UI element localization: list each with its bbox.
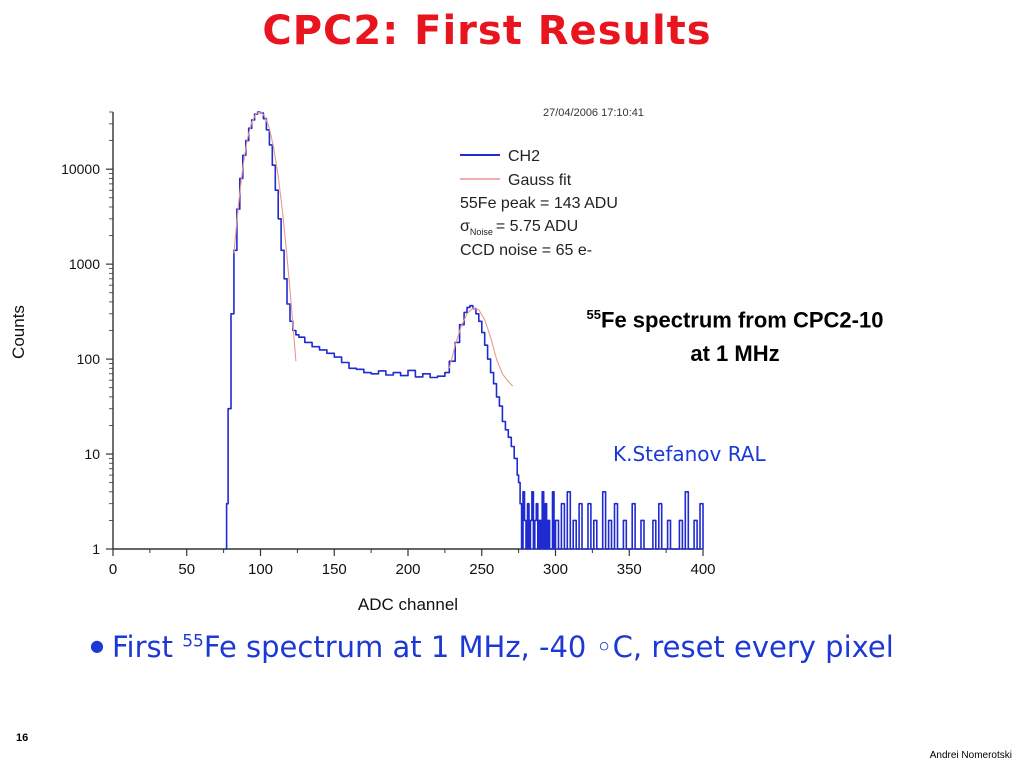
chart-timestamp: 27/04/2006 17:10:41 (543, 107, 644, 119)
x-axis-label: ADC channel (358, 595, 458, 614)
bullet-text: Fe spectrum at 1 MHz, -40 ◦C, reset ever… (203, 630, 894, 664)
bullet-dot-icon: ● (90, 636, 104, 655)
x-tick-label: 50 (178, 561, 195, 578)
sigma-value: = 5.75 ADU (496, 218, 578, 235)
legend-label-gauss-fit: Gauss fit (508, 172, 572, 189)
y-axis-label: Counts (9, 305, 28, 359)
bullet-point: ● First 55Fe spectrum at 1 MHz, -40 ◦C, r… (90, 630, 894, 664)
sigma-symbol: σ (460, 218, 470, 235)
x-tick-label: 100 (248, 561, 273, 578)
chart-axes: 0 50 100 150 200 250 300 350 400 1 10 100 1000 10000 (61, 111, 716, 578)
page-number: 16 (16, 732, 29, 744)
caption-line-1: 55Fe spectrum from CPC2-10 (520, 298, 950, 337)
chart-series (225, 111, 704, 550)
spectrum-chart: 0 50 100 150 200 250 300 350 400110100100010000 … (9, 107, 716, 614)
credit-text: K.Stefanov RAL (613, 442, 766, 466)
legend-label-ch2: CH2 (508, 148, 540, 165)
x-tick-label: 0 (109, 561, 117, 578)
bullet-prefix: First (111, 630, 183, 664)
annotation-ccd-noise: CCD noise = 65 e- (460, 242, 592, 259)
annotation-peak: 55Fe peak = 143 ADU (460, 195, 618, 212)
x-tick-label: 400 (690, 561, 715, 578)
x-tick-label: 150 (322, 561, 347, 578)
annotation-sigma-noise: σNoise = 5.75 ADU (460, 218, 578, 237)
y-tick-label: 10 (84, 446, 100, 462)
caption-line-1-text: Fe spectrum from CPC2-10 (601, 307, 884, 333)
series-ch2-line (225, 111, 704, 550)
sigma-subscript: Noise (470, 227, 493, 237)
slide-title: CPC2: First Results (262, 8, 712, 54)
y-tick-label: 1000 (69, 256, 100, 272)
y-tick-label: 100 (77, 351, 101, 367)
x-tick-label: 300 (543, 561, 568, 578)
caption-isotope-mass: 55 (586, 307, 602, 322)
y-tick-label: 1 (92, 541, 100, 557)
spectrum-caption: 55Fe spectrum from CPC2-10 at 1 MHz (520, 298, 950, 371)
bullet-isotope-mass: 55 (182, 631, 204, 652)
chart-legend: CH2 Gauss fit 55Fe peak = 143 ADU σNoise… (460, 148, 618, 259)
x-tick-label: 200 (395, 561, 420, 578)
caption-line-2: at 1 MHz (690, 341, 780, 367)
x-tick-label: 250 (469, 561, 494, 578)
y-tick-label: 10000 (61, 161, 100, 177)
series-gauss-fit-line-2 (448, 307, 514, 387)
x-tick-label: 350 (617, 561, 642, 578)
series-gauss-fit-line-1 (233, 111, 297, 362)
author-name: Andrei Nomerotski (929, 750, 1012, 761)
